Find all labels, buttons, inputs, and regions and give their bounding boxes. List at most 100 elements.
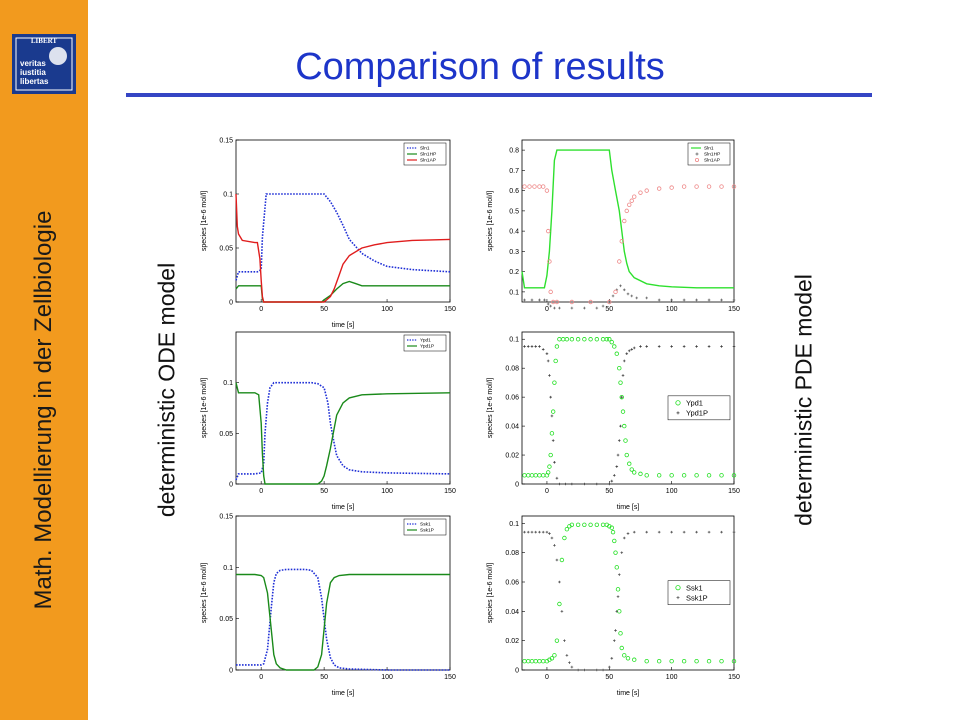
data-point — [609, 339, 614, 345]
plot-ode-ssk1: 0 50 100 150 0 0.05 0.1 0.15 time [s] species [1e… — [201, 514, 456, 698]
y-tick-label: 0.1 — [223, 380, 233, 387]
logo-banner: LIBERT — [31, 37, 58, 45]
y-tick-label: 0.02 — [505, 453, 519, 460]
plot-frame — [521, 515, 735, 671]
data-point — [583, 668, 586, 672]
x-tick-label: 100 — [666, 674, 678, 681]
data-point — [706, 184, 712, 189]
data-point — [601, 668, 605, 672]
data-point — [551, 439, 555, 442]
x-tick-label: 150 — [728, 488, 740, 495]
data-point — [613, 289, 618, 295]
x-tick-label: 50 — [320, 488, 328, 495]
data-point — [534, 530, 538, 534]
legend-label: Sln1HP — [704, 152, 720, 158]
data-point — [731, 658, 737, 664]
y-axis-label: species [1e-6 mol/l] — [487, 563, 494, 623]
x-tick-label: 0 — [259, 674, 263, 681]
data-point — [538, 298, 541, 302]
data-point — [582, 337, 587, 342]
data-point — [618, 631, 623, 636]
data-point — [732, 298, 736, 302]
data-point — [670, 298, 673, 302]
data-point — [670, 530, 673, 534]
y-tick-label: 0.02 — [505, 638, 519, 645]
x-tick-label: 150 — [444, 674, 456, 681]
data-point — [564, 527, 570, 532]
data-point — [548, 289, 553, 295]
data-point — [550, 409, 556, 414]
data-point — [604, 337, 609, 342]
data-point — [552, 380, 557, 385]
data-point — [681, 184, 687, 189]
data-point — [557, 601, 562, 607]
legend-swatch — [676, 411, 680, 415]
x-tick-label: 50 — [605, 488, 613, 495]
x-tick-label: 150 — [444, 488, 456, 495]
y-tick-label: 0.08 — [505, 550, 519, 557]
title-underline — [126, 93, 872, 97]
data-point — [620, 551, 624, 554]
data-point — [731, 184, 737, 189]
data-point — [630, 294, 634, 298]
data-point — [554, 638, 560, 643]
data-point — [522, 184, 527, 189]
y-tick-label: 0.15 — [219, 138, 233, 145]
data-point — [595, 668, 599, 672]
data-point — [530, 345, 534, 348]
data-point — [610, 479, 614, 483]
series-group — [521, 149, 737, 310]
data-point — [562, 535, 567, 541]
data-point — [615, 465, 619, 468]
y-tick-label: 0.7 — [509, 168, 519, 175]
y-tick-label: 0.05 — [219, 246, 233, 253]
data-point — [545, 352, 549, 356]
data-point — [575, 522, 581, 527]
data-point — [595, 482, 599, 486]
data-point — [694, 473, 699, 478]
slide-title: Comparison of results — [295, 46, 665, 88]
data-point — [541, 184, 546, 189]
plot-ode-ypd1: 0 50 100 150 0 0.05 0.1 time [s] species [1e-6 m… — [201, 331, 456, 511]
data-point — [669, 185, 674, 190]
data-point — [644, 658, 649, 664]
data-point — [527, 184, 532, 189]
data-point — [523, 345, 526, 348]
data-point — [620, 395, 624, 399]
x-axis-label: time [s] — [617, 690, 640, 697]
data-point — [630, 348, 634, 351]
data-point — [614, 351, 619, 356]
data-point — [622, 653, 627, 658]
x-tick-label: 0 — [259, 488, 263, 495]
data-point — [612, 639, 616, 642]
data-point — [595, 306, 599, 310]
data-point — [613, 550, 618, 555]
legend-label: Sln1HP — [420, 152, 436, 158]
data-point — [617, 259, 622, 264]
y-tick-label: 0.06 — [505, 395, 519, 402]
data-point — [534, 345, 538, 348]
data-point — [645, 345, 649, 348]
ode-model-label: deterministic ODE model — [153, 262, 180, 518]
x-axis-label: time [s] — [332, 504, 355, 511]
legend-label: Ssk1 — [686, 583, 703, 592]
data-point — [695, 345, 698, 348]
x-tick-label: 0 — [545, 306, 549, 313]
data-point — [553, 544, 556, 547]
data-point — [547, 464, 552, 469]
data-point — [582, 522, 587, 527]
y-axis-label: species [1e-6 mol/l] — [201, 378, 208, 438]
data-point — [695, 298, 698, 302]
y-tick-label: 0.5 — [509, 208, 519, 215]
y-tick-label: 0.04 — [505, 424, 519, 431]
data-point — [657, 298, 661, 302]
data-point — [619, 424, 622, 428]
data-point — [635, 296, 639, 300]
data-point — [624, 452, 629, 458]
data-point — [632, 530, 636, 534]
plot-ode-sln1: 0 50 100 150 0 0.05 0.1 0.15 time [s] species [1e… — [201, 138, 456, 330]
y-tick-label: 0.1 — [509, 289, 519, 296]
data-point — [583, 482, 586, 486]
data-point — [622, 423, 627, 429]
